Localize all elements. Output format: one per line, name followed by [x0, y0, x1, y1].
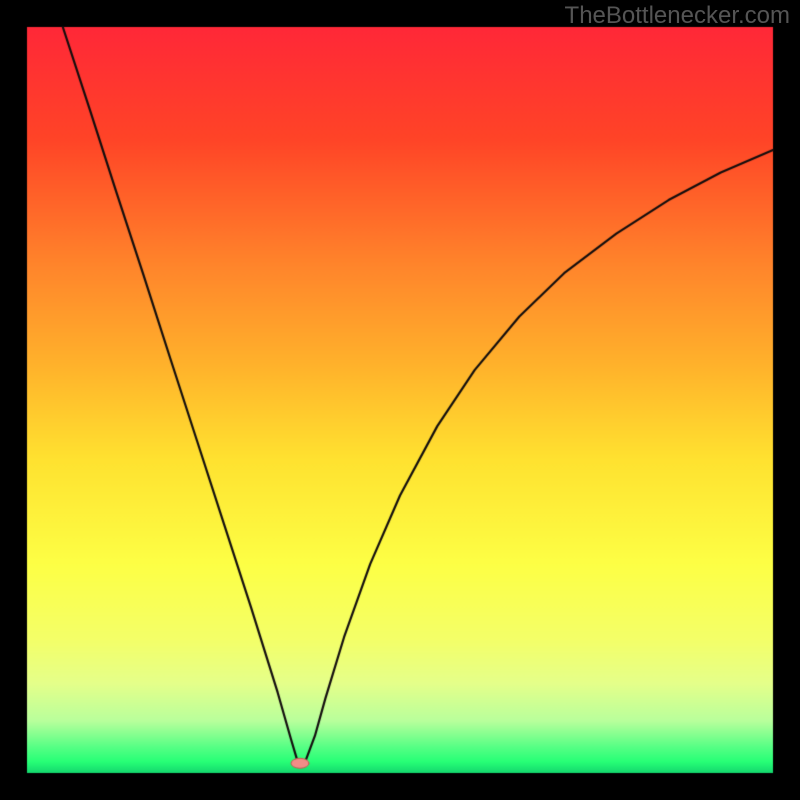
chart-stage: TheBottlenecker.com: [0, 0, 800, 800]
bottleneck-chart-canvas: [0, 0, 800, 800]
source-link[interactable]: TheBottlenecker.com: [565, 2, 790, 30]
